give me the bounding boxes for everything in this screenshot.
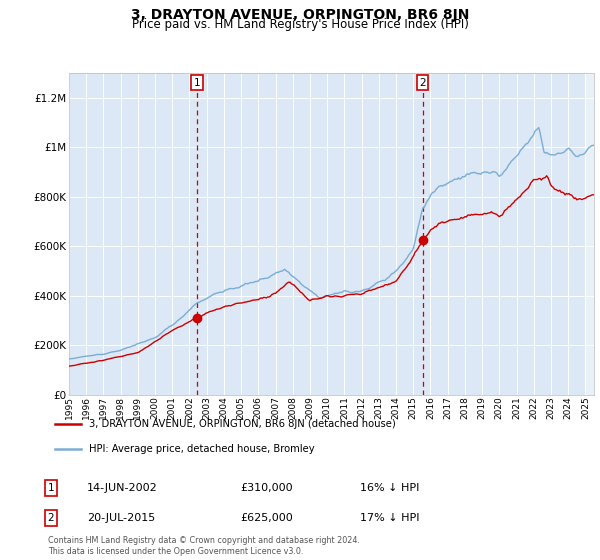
- Text: 14-JUN-2002: 14-JUN-2002: [87, 483, 158, 493]
- Text: 3, DRAYTON AVENUE, ORPINGTON, BR6 8JN: 3, DRAYTON AVENUE, ORPINGTON, BR6 8JN: [131, 8, 469, 22]
- Text: Price paid vs. HM Land Registry's House Price Index (HPI): Price paid vs. HM Land Registry's House …: [131, 18, 469, 31]
- Text: 2: 2: [47, 513, 55, 523]
- Text: 2: 2: [419, 78, 426, 88]
- Text: 1: 1: [194, 78, 200, 88]
- Text: HPI: Average price, detached house, Bromley: HPI: Average price, detached house, Brom…: [89, 444, 314, 454]
- Text: 20-JUL-2015: 20-JUL-2015: [87, 513, 155, 523]
- Text: 16% ↓ HPI: 16% ↓ HPI: [360, 483, 419, 493]
- Text: 3, DRAYTON AVENUE, ORPINGTON, BR6 8JN (detached house): 3, DRAYTON AVENUE, ORPINGTON, BR6 8JN (d…: [89, 419, 395, 429]
- Text: £625,000: £625,000: [240, 513, 293, 523]
- Text: 17% ↓ HPI: 17% ↓ HPI: [360, 513, 419, 523]
- Text: £310,000: £310,000: [240, 483, 293, 493]
- Text: Contains HM Land Registry data © Crown copyright and database right 2024.
This d: Contains HM Land Registry data © Crown c…: [48, 536, 360, 556]
- Text: 1: 1: [47, 483, 55, 493]
